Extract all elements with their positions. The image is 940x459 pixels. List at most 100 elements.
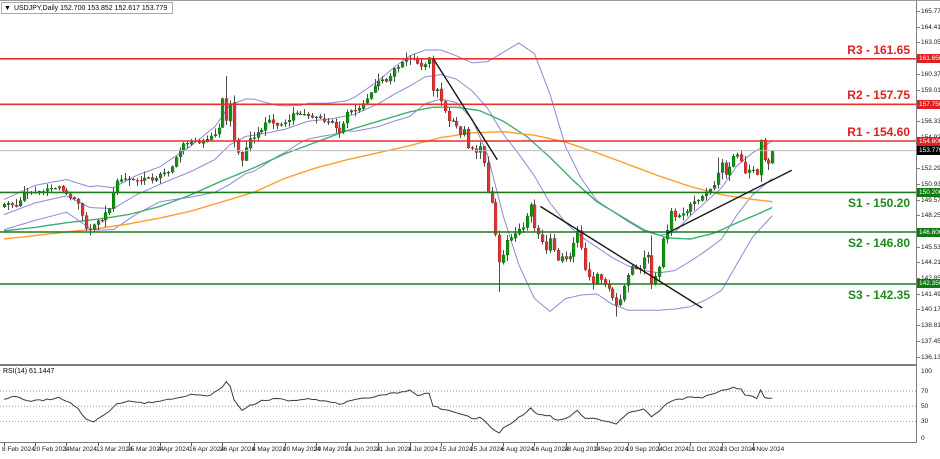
bull-candle-body [509,237,514,241]
date-tick-mark [722,443,723,446]
bull-candle-body [759,139,764,176]
s1-level-label[interactable]: S1 - 150.20 [847,196,910,211]
date-label: 3 Jul 2024 [408,446,438,453]
r3-level-label[interactable]: R3 - 161.65 [847,42,910,57]
bear-candle-body [240,151,245,161]
r2-level-label[interactable]: R2 - 157.75 [847,88,910,103]
bear-candle-body [139,179,144,182]
bear-candle-body [415,58,420,64]
bull-candle-body [626,274,631,286]
bull-candle-body [630,266,635,275]
bear-candle-body [497,234,502,263]
price-tick-mark [917,262,920,263]
price-tick-mark [917,341,920,342]
s3-level-label[interactable]: S3 - 142.35 [847,287,910,302]
bear-candle-body [236,139,241,153]
bull-candle-body [57,186,62,189]
price-tick-label: 156.330 [921,118,940,125]
candles-layer [2,52,775,317]
price-tick-label: 145.530 [921,244,940,251]
bull-candle-body [513,233,518,239]
bull-candle-body [252,137,257,139]
bull-candle-body [501,254,506,263]
rsi-line[interactable] [3,380,773,434]
price-tick-mark [917,309,920,310]
date-tick-mark [191,443,192,446]
bear-candle-body [579,230,584,248]
date-tick-mark [690,443,691,446]
bull-candle-body [568,256,573,260]
bear-candle-body [739,154,744,162]
bull-candle-body [220,98,225,128]
s2-level-label[interactable]: S2 - 146.80 [847,236,910,251]
bull-candle-body [462,129,467,135]
r1-level-label[interactable]: R1 - 154.60 [847,125,910,140]
price-axis[interactable]: 165.770 164.410 163.050 160.370 159.010 156.3… [916,1,940,366]
date-tick-mark [410,443,411,446]
bull-candle-body [396,66,401,69]
bull-candle-body [661,238,666,268]
date-tick-mark [129,443,130,446]
bull-candle-body [287,119,292,123]
price-tick-mark [917,11,920,12]
date-label: 1 Mar 2024 [64,446,97,453]
price-tick-label: 148.250 [921,212,940,219]
bull-candle-body [521,227,526,230]
price-tick-mark [917,247,920,248]
bull-candle-body [731,155,736,167]
main-chart-canvas[interactable] [0,1,916,364]
bull-candle-body [88,228,93,231]
rsi-axis-label: 100 [921,368,932,375]
bull-candle-body [751,169,756,172]
bull-candle-body [107,208,112,214]
price-tick-label: 150.930 [921,181,940,188]
bull-candle-body [142,177,147,181]
bull-candle-body [400,62,405,68]
bull-candle-body [267,119,272,123]
steep-descending-trendline[interactable] [432,57,498,161]
ascending-trendline[interactable] [666,169,793,234]
moving-average-slow-line[interactable] [3,130,773,240]
bull-candle-body [657,267,662,277]
rsi-indicator-panel[interactable]: RSI(14) 61.1447 [0,366,916,443]
bear-candle-body [587,269,592,278]
bear-candle-body [185,142,190,145]
bear-candle-body [482,146,487,163]
bear-candle-body [610,288,615,299]
bull-candle-body [529,204,534,217]
bull-candle-body [213,134,218,137]
bollinger-lower-line[interactable] [3,98,773,313]
bull-candle-body [115,180,120,192]
bull-candle-body [361,103,366,109]
bull-candle-body [92,224,97,230]
bear-candle-body [470,147,475,149]
bull-candle-body [376,80,381,87]
bull-candle-body [259,129,264,133]
bull-candle-body [770,150,775,164]
bull-candle-body [283,122,288,125]
date-axis[interactable]: 8 Feb 2024 20 Feb 2024 1 Mar 2024 13 Mar 20… [0,443,940,459]
bollinger-upper-line[interactable] [3,42,773,237]
bull-candle-body [727,166,732,176]
date-tick-mark [222,443,223,446]
rsi-axis-label: 0 [921,435,925,442]
bull-candle-body [365,98,370,104]
price-tick-mark [917,357,920,358]
bull-candle-body [111,191,116,209]
shallow-descending-trendline[interactable] [539,205,703,309]
expand-panel-icon[interactable]: ▼ [4,4,11,12]
price-tick-mark [917,215,920,216]
rsi-value-axis[interactable]: 100 70 50 30 0 [916,366,940,443]
bear-candle-body [72,197,77,200]
bull-candle-body [18,200,23,207]
symbol-period-label: USDJPY,Daily [13,4,59,12]
main-chart-panel[interactable]: ▼ USDJPY,Daily 152.700 153.852 152.617 1… [0,1,916,366]
date-tick-mark [659,443,660,446]
rsi-canvas[interactable] [0,366,916,442]
bear-candle-body [583,247,588,270]
moving-average-fast-line[interactable] [3,106,773,240]
bear-candle-body [536,227,541,235]
bear-candle-body [10,203,15,206]
bar-low-value: 152.617 [114,4,140,12]
bull-candle-body [700,195,705,201]
